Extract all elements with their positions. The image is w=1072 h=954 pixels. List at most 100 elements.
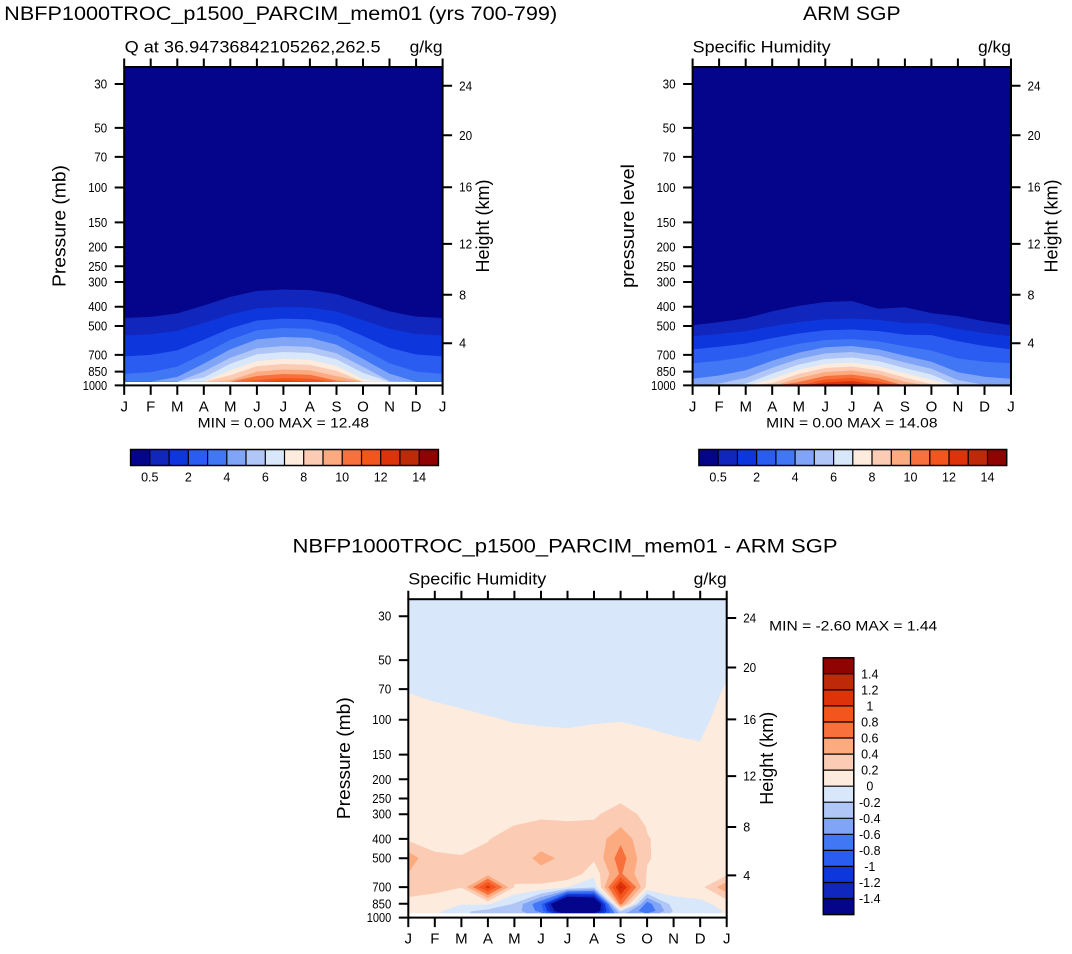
svg-text:1000: 1000	[367, 911, 392, 925]
svg-text:0.5: 0.5	[141, 471, 158, 485]
svg-text:24: 24	[743, 612, 756, 626]
svg-text:D: D	[695, 931, 706, 948]
svg-text:10: 10	[335, 471, 349, 485]
svg-text:70: 70	[378, 683, 391, 697]
svg-text:150: 150	[657, 216, 676, 230]
svg-text:-0.6: -0.6	[859, 828, 881, 842]
svg-text:M: M	[508, 931, 521, 948]
svg-text:O: O	[926, 399, 938, 416]
svg-text:6: 6	[830, 471, 837, 485]
svg-text:250: 250	[372, 792, 391, 806]
svg-text:-0.4: -0.4	[859, 812, 881, 826]
svg-text:-0.8: -0.8	[859, 844, 881, 858]
svg-text:100: 100	[372, 713, 391, 727]
svg-text:16: 16	[743, 713, 756, 727]
svg-text:400: 400	[88, 300, 107, 314]
svg-text:4: 4	[792, 471, 799, 485]
svg-text:J: J	[405, 931, 413, 948]
svg-text:150: 150	[372, 748, 391, 762]
svg-text:300: 300	[88, 276, 107, 290]
svg-text:J: J	[439, 399, 447, 416]
svg-text:14: 14	[412, 471, 426, 485]
svg-text:8: 8	[869, 471, 876, 485]
svg-text:0.5: 0.5	[709, 471, 726, 485]
svg-text:A: A	[483, 931, 493, 948]
svg-text:M: M	[792, 399, 805, 416]
svg-text:50: 50	[663, 121, 676, 135]
svg-text:J: J	[253, 399, 261, 416]
svg-text:30: 30	[94, 78, 107, 92]
svg-text:J: J	[537, 931, 545, 948]
svg-text:Specific Humidity: Specific Humidity	[693, 38, 832, 57]
svg-text:O: O	[357, 399, 369, 416]
svg-text:12: 12	[1028, 237, 1041, 251]
svg-text:1.2: 1.2	[861, 683, 878, 697]
svg-text:8: 8	[300, 471, 307, 485]
svg-text:J: J	[564, 931, 572, 948]
svg-text:A: A	[589, 931, 599, 948]
svg-text:400: 400	[372, 832, 391, 846]
svg-text:1.4: 1.4	[861, 667, 878, 681]
svg-text:850: 850	[372, 897, 391, 911]
svg-text:16: 16	[1028, 181, 1041, 195]
svg-text:Height (km): Height (km)	[1041, 180, 1062, 273]
svg-text:500: 500	[372, 852, 391, 866]
svg-text:150: 150	[88, 216, 107, 230]
svg-text:300: 300	[657, 276, 676, 290]
svg-text:S: S	[900, 399, 910, 416]
svg-text:14: 14	[981, 471, 995, 485]
svg-text:12: 12	[942, 471, 956, 485]
svg-text:M: M	[224, 399, 237, 416]
svg-text:20: 20	[1028, 129, 1041, 143]
svg-text:10: 10	[904, 471, 918, 485]
svg-text:200: 200	[372, 773, 391, 787]
svg-text:70: 70	[663, 150, 676, 164]
svg-text:-1.4: -1.4	[859, 892, 881, 906]
svg-text:Specific Humidity: Specific Humidity	[408, 570, 547, 589]
svg-text:0.4: 0.4	[861, 748, 878, 762]
svg-text:Q at 36.94736842105262,262.5: Q at 36.94736842105262,262.5	[125, 38, 381, 57]
svg-text:300: 300	[372, 808, 391, 822]
svg-text:200: 200	[657, 241, 676, 255]
svg-text:-1: -1	[864, 860, 875, 874]
svg-text:J: J	[822, 399, 830, 416]
svg-text:12: 12	[374, 471, 388, 485]
svg-text:24: 24	[1028, 79, 1041, 93]
svg-text:pressure level: pressure level	[617, 164, 638, 288]
svg-text:0.2: 0.2	[861, 764, 878, 778]
svg-text:J: J	[120, 399, 128, 416]
svg-text:ARM SGP: ARM SGP	[803, 4, 901, 25]
svg-text:M: M	[455, 931, 468, 948]
svg-text:A: A	[873, 399, 883, 416]
svg-text:1000: 1000	[83, 379, 108, 393]
svg-text:0: 0	[866, 780, 873, 794]
svg-text:J: J	[280, 399, 288, 416]
svg-text:g/kg: g/kg	[978, 38, 1011, 57]
svg-text:A: A	[305, 399, 315, 416]
svg-text:NBFP1000TROC_p1500_PARCIM_mem0: NBFP1000TROC_p1500_PARCIM_mem01 - ARM SG…	[293, 536, 838, 557]
svg-text:A: A	[199, 399, 209, 416]
svg-text:12: 12	[743, 770, 756, 784]
svg-text:Pressure (mb): Pressure (mb)	[49, 165, 70, 287]
svg-text:100: 100	[657, 181, 676, 195]
svg-text:100: 100	[88, 181, 107, 195]
svg-text:4: 4	[1028, 337, 1035, 351]
svg-text:20: 20	[459, 129, 472, 143]
svg-text:MIN = -2.60 MAX = 1.44: MIN = -2.60 MAX = 1.44	[769, 618, 937, 634]
svg-text:30: 30	[663, 78, 676, 92]
svg-text:Height (km): Height (km)	[756, 712, 777, 805]
svg-text:A: A	[767, 399, 777, 416]
svg-text:8: 8	[1028, 288, 1035, 302]
svg-text:6: 6	[262, 471, 269, 485]
svg-text:NBFP1000TROC_p1500_PARCIM_mem0: NBFP1000TROC_p1500_PARCIM_mem01 (yrs 700…	[4, 4, 557, 25]
svg-text:F: F	[146, 399, 155, 416]
svg-text:700: 700	[372, 881, 391, 895]
svg-text:8: 8	[743, 821, 750, 835]
svg-text:2: 2	[753, 471, 760, 485]
svg-text:N: N	[384, 399, 395, 416]
svg-text:F: F	[715, 399, 724, 416]
svg-text:700: 700	[657, 348, 676, 362]
svg-text:J: J	[689, 399, 697, 416]
svg-text:1000: 1000	[651, 379, 676, 393]
svg-text:50: 50	[94, 121, 107, 135]
